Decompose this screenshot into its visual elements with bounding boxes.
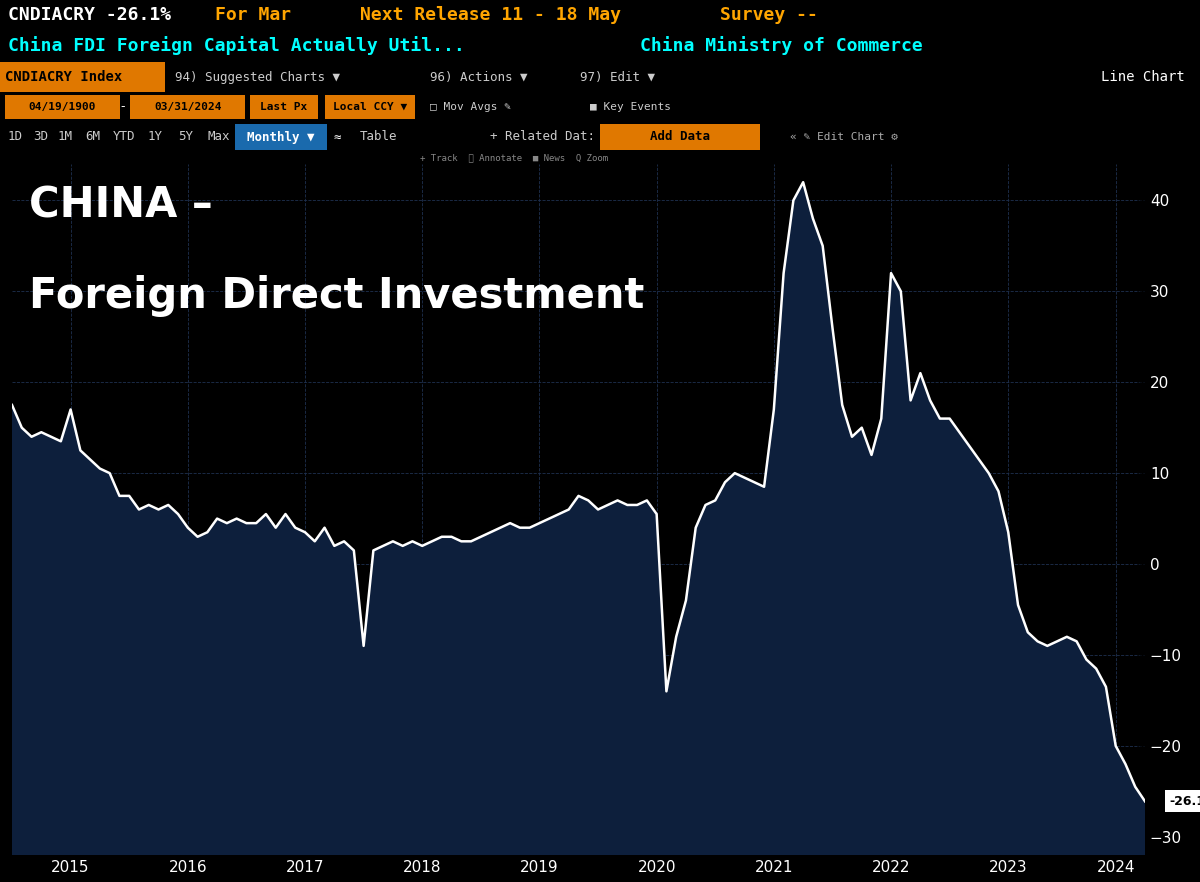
Text: China Ministry of Commerce: China Ministry of Commerce: [640, 36, 923, 56]
Bar: [0, 62, 166, 92]
Text: Last Px: Last Px: [260, 102, 307, 112]
Bar: [600, 124, 760, 150]
Bar: [130, 95, 245, 119]
Text: Survey --: Survey --: [720, 6, 818, 24]
Text: + Related Dat:: + Related Dat:: [490, 131, 595, 144]
Text: □ Mov Avgs ✎: □ Mov Avgs ✎: [430, 102, 511, 112]
Text: China FDI Foreign Capital Actually Util...: China FDI Foreign Capital Actually Util.…: [8, 36, 464, 56]
Text: 1M: 1M: [58, 131, 73, 144]
Text: Table: Table: [360, 131, 397, 144]
Text: 3D: 3D: [34, 131, 48, 144]
Text: CHINA –: CHINA –: [29, 184, 212, 227]
Text: YTD: YTD: [113, 131, 136, 144]
Text: 96) Actions ▼: 96) Actions ▼: [430, 71, 528, 84]
Text: 94) Suggested Charts ▼: 94) Suggested Charts ▼: [175, 71, 340, 84]
Text: ≈: ≈: [334, 131, 341, 144]
Text: + Track  ⁄ Annotate  ■ News  Q Zoom: + Track ⁄ Annotate ■ News Q Zoom: [420, 153, 608, 162]
Text: 04/19/1900: 04/19/1900: [29, 102, 96, 112]
Text: Add Data: Add Data: [650, 131, 710, 144]
Text: For Mar: For Mar: [215, 6, 292, 24]
Text: 1Y: 1Y: [148, 131, 163, 144]
Text: 03/31/2024: 03/31/2024: [155, 102, 222, 112]
Text: Local CCY ▼: Local CCY ▼: [332, 102, 407, 112]
Bar: [250, 95, 318, 119]
Text: Line Chart: Line Chart: [1102, 70, 1186, 84]
Text: 97) Edit ▼: 97) Edit ▼: [580, 71, 655, 84]
Text: Monthly ▼: Monthly ▼: [247, 131, 314, 144]
Bar: [5, 95, 120, 119]
Bar: [235, 124, 326, 150]
Bar: [325, 95, 415, 119]
Text: Foreign Direct Investment: Foreign Direct Investment: [29, 274, 644, 317]
Text: 6M: 6M: [85, 131, 100, 144]
Text: 5Y: 5Y: [178, 131, 193, 144]
Text: -: -: [121, 101, 125, 114]
Text: 1D: 1D: [8, 131, 23, 144]
Text: CNDIACRY Index: CNDIACRY Index: [5, 70, 122, 84]
Text: ■ Key Events: ■ Key Events: [590, 102, 671, 112]
Text: Max: Max: [208, 131, 230, 144]
Text: « ✎ Edit Chart ⚙: « ✎ Edit Chart ⚙: [790, 132, 898, 142]
Text: Next Release 11 - 18 May: Next Release 11 - 18 May: [360, 6, 622, 24]
Text: CNDIACRY -26.1%: CNDIACRY -26.1%: [8, 6, 172, 24]
Text: -26.10: -26.10: [1170, 795, 1200, 808]
